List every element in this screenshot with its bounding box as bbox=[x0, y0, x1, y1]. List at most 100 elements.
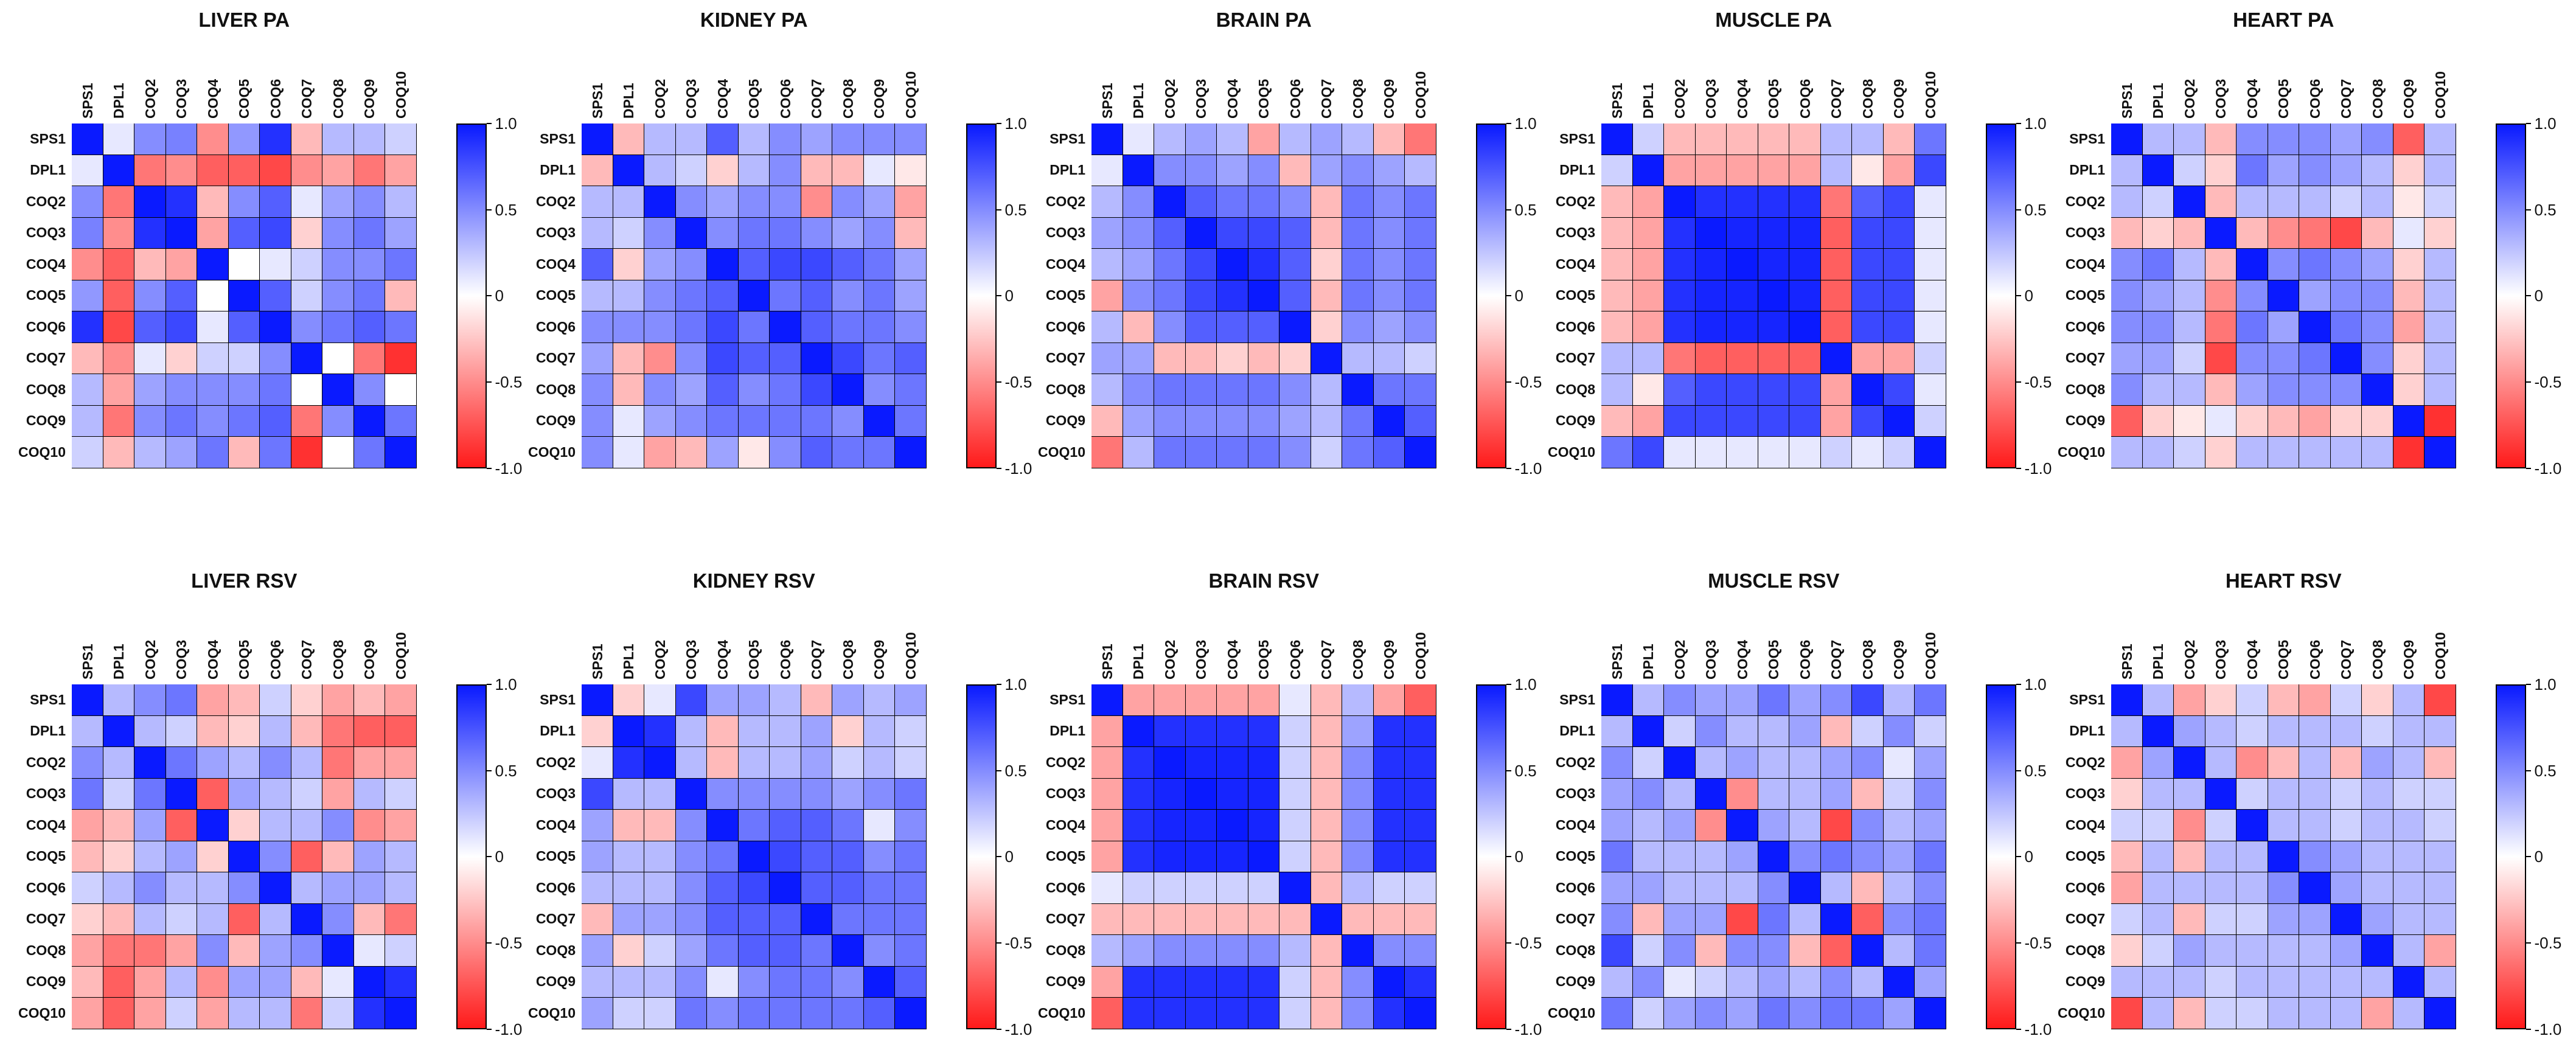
heatmap-cell bbox=[1852, 280, 1884, 311]
column-label: COQ4 bbox=[1734, 639, 1750, 680]
column-label: COQ4 bbox=[1224, 78, 1241, 119]
heatmap-cell bbox=[1915, 437, 1946, 468]
heatmap-cell bbox=[644, 155, 676, 186]
heatmap-cell bbox=[1279, 935, 1311, 967]
heatmap-cell bbox=[197, 747, 229, 779]
heatmap-cell bbox=[1883, 841, 1915, 872]
heatmap-cell bbox=[644, 715, 676, 747]
row-label: COQ3 bbox=[2065, 224, 2105, 241]
heatmap-cell bbox=[385, 872, 417, 904]
heatmap-cell bbox=[1373, 342, 1405, 374]
colorbar-tick bbox=[2016, 467, 2021, 469]
heatmap-cell bbox=[2111, 872, 2143, 904]
heatmap-cell bbox=[1727, 872, 1758, 904]
heatmap-cell bbox=[385, 841, 417, 872]
heatmap-cell bbox=[1185, 405, 1217, 437]
heatmap-cell bbox=[644, 966, 676, 998]
heatmap-cell bbox=[1342, 405, 1374, 437]
colorbar bbox=[966, 123, 997, 468]
heatmap-cell bbox=[165, 249, 197, 280]
heatmap-cell bbox=[1820, 810, 1852, 841]
heatmap-cell bbox=[385, 155, 417, 186]
heatmap-cell bbox=[1123, 217, 1154, 249]
heatmap-cell bbox=[1820, 155, 1852, 186]
heatmap-cell bbox=[103, 155, 134, 186]
heatmap-cell bbox=[1123, 684, 1154, 716]
column-label: COQ8 bbox=[1349, 78, 1366, 119]
heatmap-cell bbox=[2362, 903, 2393, 935]
heatmap-cell bbox=[2142, 249, 2174, 280]
heatmap-cell bbox=[2330, 374, 2362, 406]
heatmap-cell bbox=[1311, 123, 1342, 155]
row-label: COQ9 bbox=[26, 973, 66, 990]
heatmap-cell bbox=[2425, 155, 2456, 186]
heatmap-cell bbox=[2237, 872, 2268, 904]
row-label: COQ3 bbox=[26, 224, 66, 241]
heatmap-cell bbox=[1852, 841, 1884, 872]
heatmap-cell bbox=[1758, 841, 1789, 872]
heatmap-cell bbox=[1123, 249, 1154, 280]
heatmap-cell bbox=[2205, 405, 2237, 437]
row-label: DPL1 bbox=[1050, 162, 1085, 178]
heatmap-cell bbox=[322, 872, 354, 904]
heatmap-cell bbox=[1217, 872, 1248, 904]
heatmap-cell bbox=[1664, 810, 1696, 841]
heatmap-cell bbox=[863, 935, 895, 967]
heatmap-cell bbox=[2299, 841, 2331, 872]
heatmap-cell bbox=[1727, 810, 1758, 841]
row-label: COQ6 bbox=[1045, 318, 1085, 335]
heatmap-cell bbox=[2205, 998, 2237, 1029]
heatmap-cell bbox=[2205, 311, 2237, 343]
heatmap-cell bbox=[2330, 715, 2362, 747]
heatmap-cell bbox=[2142, 872, 2174, 904]
heatmap-cell bbox=[1279, 217, 1311, 249]
heatmap-cell bbox=[1091, 437, 1123, 468]
heatmap-cell bbox=[1248, 872, 1279, 904]
heatmap-cell bbox=[801, 186, 832, 218]
column-label: DPL1 bbox=[621, 644, 637, 680]
colorbar-tick-label: -0.5 bbox=[495, 372, 523, 391]
heatmap-cell bbox=[738, 810, 770, 841]
heatmap-cell bbox=[738, 935, 770, 967]
heatmap-cell bbox=[707, 217, 739, 249]
heatmap-cell bbox=[1820, 715, 1852, 747]
column-label: COQ5 bbox=[1766, 78, 1782, 119]
heatmap-cell bbox=[2111, 342, 2143, 374]
heatmap-cell bbox=[2111, 405, 2143, 437]
heatmap-cell bbox=[1664, 903, 1696, 935]
heatmap-cell bbox=[1217, 123, 1248, 155]
heatmap-cell bbox=[1789, 123, 1821, 155]
heatmap-cell bbox=[385, 998, 417, 1029]
heatmap-cell bbox=[613, 747, 644, 779]
heatmap-cell bbox=[197, 155, 229, 186]
heatmap-cell bbox=[801, 123, 832, 155]
heatmap-cell bbox=[197, 966, 229, 998]
heatmap-cell bbox=[2425, 684, 2456, 716]
heatmap-cell bbox=[1185, 311, 1217, 343]
heatmap-cell bbox=[1852, 155, 1884, 186]
heatmap-cell bbox=[1664, 311, 1696, 343]
heatmap-cell bbox=[613, 841, 644, 872]
heatmap-cell bbox=[1632, 903, 1664, 935]
heatmap-cell bbox=[1915, 405, 1946, 437]
heatmap-cell bbox=[1405, 935, 1436, 967]
heatmap-cell bbox=[2111, 903, 2143, 935]
heatmap-cell bbox=[1915, 342, 1946, 374]
heatmap-cell bbox=[1632, 342, 1664, 374]
heatmap-cell bbox=[1217, 374, 1248, 406]
heatmap-cell bbox=[1883, 249, 1915, 280]
column-label: COQ3 bbox=[2213, 78, 2229, 119]
column-label: DPL1 bbox=[1130, 644, 1147, 680]
row-label: SPS1 bbox=[1050, 130, 1085, 147]
heatmap-cell bbox=[260, 903, 291, 935]
heatmap-cell bbox=[738, 841, 770, 872]
heatmap-cell bbox=[2268, 217, 2299, 249]
heatmap-cell bbox=[134, 186, 166, 218]
heatmap-cell bbox=[165, 841, 197, 872]
heatmap-cell bbox=[1311, 810, 1342, 841]
heatmap-cell bbox=[2330, 810, 2362, 841]
heatmap-cell bbox=[863, 715, 895, 747]
heatmap-cell bbox=[801, 810, 832, 841]
colorbar-tick bbox=[486, 684, 492, 685]
heatmap-cell bbox=[582, 715, 613, 747]
